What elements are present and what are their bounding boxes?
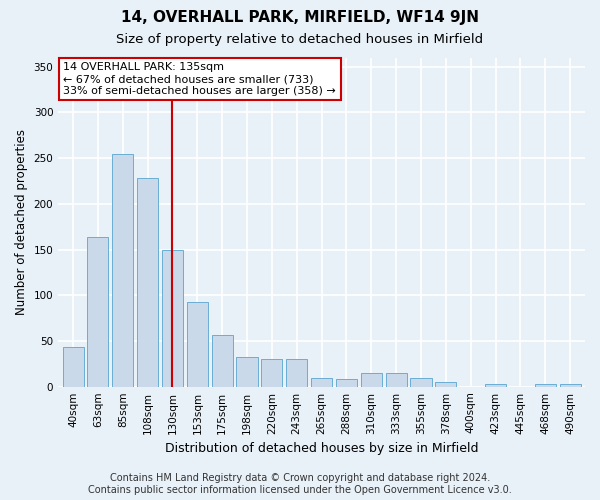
Bar	[262, 359, 283, 386]
Text: 14, OVERHALL PARK, MIRFIELD, WF14 9JN: 14, OVERHALL PARK, MIRFIELD, WF14 9JN	[121, 10, 479, 25]
Bar	[311, 378, 332, 386]
Bar	[361, 373, 382, 386]
Bar	[162, 250, 183, 386]
Bar	[112, 154, 133, 386]
X-axis label: Distribution of detached houses by size in Mirfield: Distribution of detached houses by size …	[165, 442, 478, 455]
Bar	[236, 356, 257, 386]
Bar	[212, 334, 233, 386]
Bar	[286, 359, 307, 386]
Bar	[410, 378, 431, 386]
Bar	[386, 373, 407, 386]
Bar	[485, 384, 506, 386]
Bar	[187, 302, 208, 386]
Bar	[336, 380, 357, 386]
Bar	[62, 348, 83, 387]
Text: Size of property relative to detached houses in Mirfield: Size of property relative to detached ho…	[116, 32, 484, 46]
Bar	[88, 236, 109, 386]
Bar	[137, 178, 158, 386]
Text: 14 OVERHALL PARK: 135sqm
← 67% of detached houses are smaller (733)
33% of semi-: 14 OVERHALL PARK: 135sqm ← 67% of detach…	[64, 62, 336, 96]
Bar	[435, 382, 457, 386]
Bar	[560, 384, 581, 386]
Y-axis label: Number of detached properties: Number of detached properties	[15, 129, 28, 315]
Text: Contains HM Land Registry data © Crown copyright and database right 2024.
Contai: Contains HM Land Registry data © Crown c…	[88, 474, 512, 495]
Bar	[535, 384, 556, 386]
